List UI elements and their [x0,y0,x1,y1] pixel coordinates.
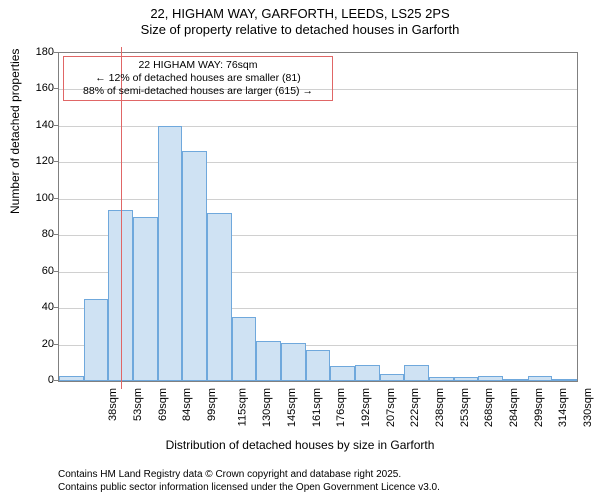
histogram-bar [380,374,405,381]
gridline [59,126,577,127]
x-tick-label: 115sqm [236,388,248,426]
histogram-bar [528,376,553,381]
y-tick-label: 160 [14,82,54,94]
histogram-bar [503,379,528,381]
y-tick-mark [54,161,58,162]
footer-line1: Contains HM Land Registry data © Crown c… [58,468,440,481]
histogram-bar [355,365,380,381]
annotation-line1: 22 HIGHAM WAY: 76sqm [68,59,328,72]
x-tick-label: 222sqm [409,388,421,427]
chart-container: Number of detached properties Distributi… [0,44,600,439]
x-tick-label: 38sqm [107,388,119,421]
x-tick-label: 253sqm [459,388,471,427]
histogram-bar [306,350,331,381]
y-tick-label: 40 [14,301,54,313]
y-tick-mark [54,88,58,89]
histogram-bar [84,299,109,381]
y-tick-mark [54,271,58,272]
histogram-bar [429,377,454,381]
y-tick-label: 100 [14,192,54,204]
x-tick-label: 330sqm [582,388,594,427]
x-tick-label: 161sqm [311,388,323,427]
histogram-bar [552,379,577,381]
x-tick-label: 130sqm [261,388,273,427]
y-tick-mark [54,52,58,53]
x-tick-label: 69sqm [157,388,169,421]
y-tick-mark [54,380,58,381]
y-tick-mark [54,234,58,235]
y-tick-label: 20 [14,338,54,350]
histogram-bar [232,317,257,381]
x-axis-label: Distribution of detached houses by size … [0,438,600,452]
plot-area [58,52,578,382]
x-tick-label: 284sqm [508,388,520,427]
histogram-bar [404,365,429,381]
x-tick-label: 299sqm [533,388,545,427]
histogram-bar [59,376,84,381]
footer-line2: Contains public sector information licen… [58,481,440,494]
histogram-bar [158,126,183,381]
histogram-bar [207,213,232,381]
y-tick-label: 80 [14,228,54,240]
y-tick-mark [54,307,58,308]
x-tick-label: 268sqm [483,388,495,427]
gridline [59,162,577,163]
chart-title-line1: 22, HIGHAM WAY, GARFORTH, LEEDS, LS25 2P… [0,6,600,22]
x-tick-label: 145sqm [286,388,298,427]
y-tick-label: 140 [14,119,54,131]
y-tick-label: 60 [14,265,54,277]
y-tick-mark [54,125,58,126]
annotation-box: 22 HIGHAM WAY: 76sqm← 12% of detached ho… [63,56,333,101]
x-tick-label: 238sqm [434,388,446,427]
gridline [59,199,577,200]
y-tick-label: 120 [14,155,54,167]
histogram-bar [281,343,306,381]
x-tick-label: 99sqm [206,388,218,421]
y-tick-mark [54,344,58,345]
x-tick-label: 192sqm [360,388,372,427]
x-tick-label: 207sqm [385,388,397,427]
histogram-bar [330,366,355,381]
x-tick-label: 53sqm [132,388,144,421]
x-tick-label: 314sqm [557,388,569,427]
annotation-line2: ← 12% of detached houses are smaller (81… [68,72,328,85]
histogram-bar [478,376,503,381]
histogram-bar [133,217,158,381]
histogram-bar [454,377,479,381]
annotation-line3: 88% of semi-detached houses are larger (… [68,85,328,98]
chart-title-line2: Size of property relative to detached ho… [0,22,600,38]
y-tick-label: 180 [14,46,54,58]
footer-text: Contains HM Land Registry data © Crown c… [58,468,440,494]
x-tick-label: 84sqm [181,388,193,421]
histogram-bar [182,151,207,381]
x-tick-label: 176sqm [335,388,347,427]
y-axis-label: Number of detached properties [8,49,22,214]
y-tick-mark [54,198,58,199]
y-tick-label: 0 [14,374,54,386]
histogram-bar [256,341,281,381]
